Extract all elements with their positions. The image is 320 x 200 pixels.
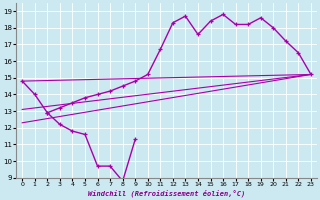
X-axis label: Windchill (Refroidissement éolien,°C): Windchill (Refroidissement éolien,°C): [88, 190, 245, 197]
